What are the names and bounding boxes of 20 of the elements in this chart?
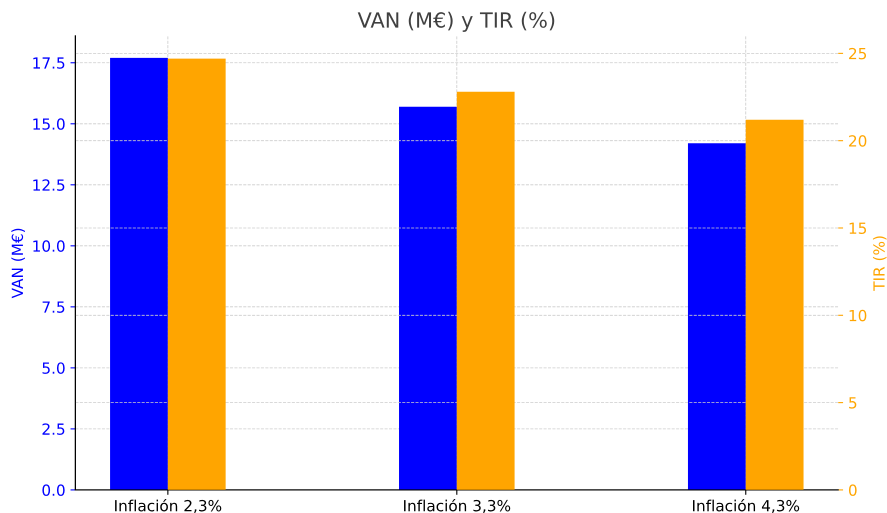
- y-axis-title: VAN (M€): [11, 228, 25, 298]
- y2-tick-label: 20: [849, 135, 866, 147]
- y-tick-label: 10.0: [33, 240, 65, 252]
- y2-tick-label: 10: [850, 310, 866, 322]
- y-tick-label: 5.0: [42, 362, 65, 374]
- x-tick-label: Inflación 2,3%: [115, 499, 222, 513]
- y-tick-label: 0.0: [42, 484, 65, 496]
- y-tick-label: 7.5: [42, 302, 64, 313]
- chart-title: VAN (M€) y TIR (%): [358, 12, 554, 32]
- y2-tick-label: 0: [848, 484, 857, 496]
- y-tick-label: 17.5: [33, 57, 64, 69]
- x-tick-label: Inflación 4,3%: [692, 499, 800, 513]
- y2-tick-label: 15: [850, 222, 866, 234]
- y2-tick-label: 25: [849, 48, 866, 60]
- y-tick-label: 15.0: [33, 118, 65, 130]
- y-tick-label: 12.5: [33, 179, 64, 191]
- y-tick-label: 2.5: [42, 423, 64, 435]
- y2-axis-title: TIR (%): [872, 236, 887, 291]
- x-tick-label: Inflación 3,3%: [404, 499, 510, 513]
- y2-tick-label: 5: [849, 397, 856, 409]
